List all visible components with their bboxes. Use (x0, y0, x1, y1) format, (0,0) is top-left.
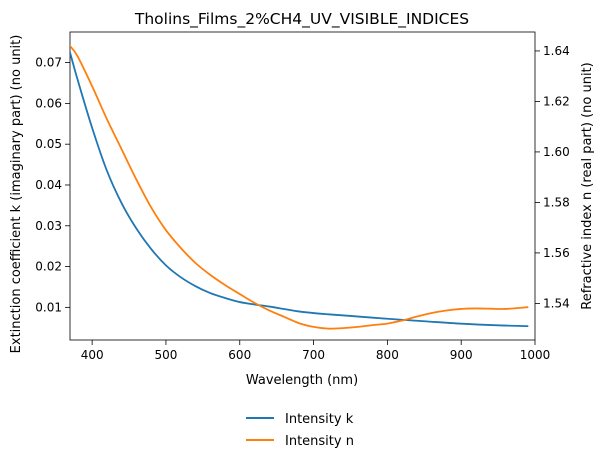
x-tick-label: 600 (228, 348, 251, 362)
axes-layer: 400 500 600 700 800 900 1000 0.01 0.02 0.03 0.04 0.… (35, 44, 569, 362)
right-y-tick-label: 1.58 (543, 195, 570, 209)
right-y-tick-label: 1.56 (543, 246, 570, 260)
right-y-tick-label: 1.62 (543, 94, 570, 108)
x-tick-label: 900 (450, 348, 473, 362)
right-y-tick-label: 1.64 (543, 44, 570, 58)
series-line-k (70, 51, 529, 328)
left-y-tick-label: 0.06 (35, 96, 62, 110)
left-y-tick-label: 0.02 (35, 260, 62, 274)
right-y-tick-label: 1.54 (543, 296, 570, 310)
x-tick-label: 500 (154, 348, 177, 362)
x-tick-label: 800 (376, 348, 399, 362)
x-tick-label: 400 (81, 348, 104, 362)
legend-label-n: Intensity n (285, 434, 354, 449)
left-y-tick-label: 0.03 (35, 219, 62, 233)
legend-label-k: Intensity k (285, 412, 354, 427)
left-y-tick-label: 0.07 (35, 56, 62, 70)
left-y-tick-label: 0.01 (35, 300, 62, 314)
chart-title: Tholins_Films_2%CH4_UV_VISIBLE_INDICES (134, 10, 469, 29)
right-y-tick-label: 1.60 (543, 145, 570, 159)
x-tick-label: 1000 (520, 348, 551, 362)
legend: Intensity k Intensity n (246, 412, 354, 449)
left-y-axis-label: Extinction coefficient k (imaginary part… (9, 35, 24, 354)
left-y-tick-label: 0.04 (35, 178, 62, 192)
plot-area (69, 31, 536, 341)
x-axis-label: Wavelength (nm) (246, 373, 358, 388)
series-layer (70, 44, 529, 330)
x-tick-label: 700 (302, 348, 325, 362)
right-y-axis-label: Refractive index n (real part) (no unit) (580, 62, 595, 309)
left-y-tick-label: 0.05 (35, 137, 62, 151)
series-line-n (70, 44, 529, 330)
